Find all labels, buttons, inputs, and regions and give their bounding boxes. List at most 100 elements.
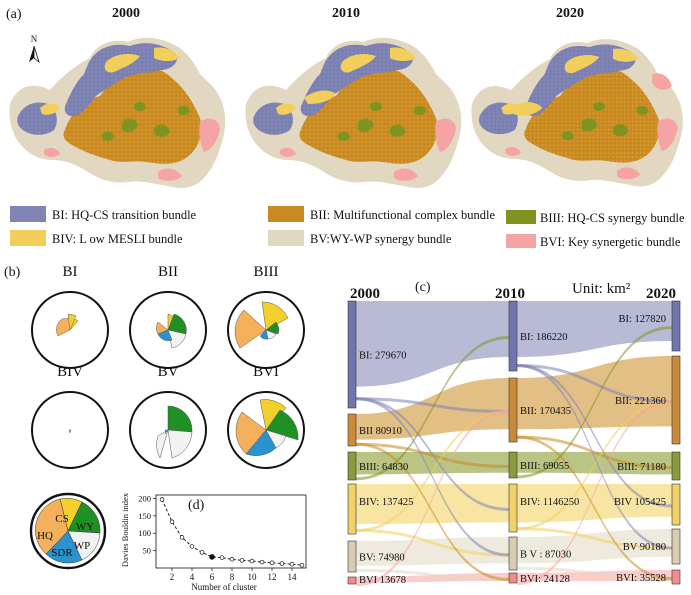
sankey-unit: Unit: km² (572, 281, 631, 297)
sankey-node-label: BVI: 35528 (616, 573, 666, 584)
panel-c-sankey: (c) 2000 2010 2020 Unit: km² BI: 279670B… (347, 280, 681, 587)
dbi-point (269, 560, 275, 566)
key-label-sdr: SDR (51, 547, 73, 559)
x-tick-label: 8 (230, 572, 235, 582)
panel-c-label: (c) (415, 280, 431, 295)
rose-title-bii: BII (158, 264, 178, 280)
dbi-point (249, 558, 255, 564)
key-label-cs: CS (55, 513, 68, 525)
sankey-year-2020: 2020 (646, 286, 676, 302)
sankey-flow-band (517, 452, 672, 475)
dbi-point (179, 535, 185, 540)
sankey-flows (356, 301, 672, 587)
rose-biv (31, 391, 109, 469)
sankey-flow-transfer (517, 364, 672, 550)
sankey-flow-band (517, 484, 672, 523)
rose-bi (31, 291, 109, 369)
sankey-flow-band (356, 484, 509, 524)
dbi-point (279, 561, 285, 566)
panel-b: (b) BI BII BIII BIV BV BVI (4, 264, 305, 570)
north-arrow-icon: N (29, 34, 40, 64)
sankey-flow-band (356, 537, 509, 566)
sankey-flow-transfer (356, 336, 509, 481)
map-year-2010: 2010 (332, 6, 360, 21)
panel-d-frame (155, 494, 307, 569)
dbi-point (189, 544, 195, 549)
sankey-flow-transfer (356, 529, 509, 557)
sankey-node-label: BI: 279670 (359, 351, 407, 362)
sankey-node (508, 300, 518, 372)
sankey-flow-transfer (517, 364, 672, 508)
sankey-node (347, 300, 357, 409)
x-tick-label: 2 (170, 572, 175, 582)
sankey-node (671, 300, 681, 352)
dbi-point (229, 557, 235, 562)
sankey-node (347, 576, 357, 585)
legend-swatch-bi (10, 206, 46, 222)
map-2020 (471, 39, 683, 187)
legend-text-bii: BII: Multifunctional complex bundle (310, 208, 495, 222)
sankey-node-label: BV: 74980 (359, 553, 405, 564)
dbi-point (219, 555, 225, 560)
legend-swatch-biv (10, 230, 46, 246)
sankey-node (671, 569, 681, 585)
rose-title-biii: BIII (254, 264, 279, 280)
sankey-year-2000: 2000 (350, 286, 380, 302)
y-tick-label: 200 (138, 493, 151, 503)
legend-item-biv: BIV: L ow MESLI bundle (10, 230, 183, 246)
dbi-point (169, 519, 175, 525)
legend-swatch-biii (506, 210, 536, 224)
sankey-flow-band (517, 529, 672, 564)
sankey-node (508, 451, 518, 479)
sankey-node (347, 483, 357, 535)
sankey-node (671, 528, 681, 565)
sankey-flow-transfer (356, 442, 509, 581)
y-tick-label: 100 (138, 528, 151, 538)
sankey-node-label: BII: 221360 (615, 396, 666, 407)
sankey-node-label: BVI: 24128 (520, 574, 570, 585)
rose-bv (129, 391, 207, 469)
sankey-node-label: BIV 105425 (614, 497, 666, 508)
panel-d-xlabel: Number of cluster (191, 582, 256, 592)
sankey-node (508, 377, 518, 443)
key-label-hq: HQ (37, 530, 53, 542)
legend-text-biii: BIII: HQ-CS synergy bundle (540, 211, 685, 225)
sankey-flow-band (517, 301, 672, 357)
sankey-flow-transfer (517, 326, 672, 479)
sankey-nodes: BI: 279670 BII 80910 BIII: 64830 BIV: 13742… (347, 300, 681, 586)
y-tick-label: 50 (143, 546, 152, 556)
sankey-node-label: BIII: 69055 (520, 461, 569, 472)
sankey-flow-transfer (356, 568, 509, 581)
x-tick-label: 12 (268, 572, 277, 582)
panel-b-label: (b) (4, 265, 21, 280)
sankey-node (347, 451, 357, 481)
panel-d-axes: 2 4 6 8 10 12 14 50 100 150 200 (138, 493, 307, 582)
sankey-node-label: BIII: 64830 (359, 462, 408, 473)
sankey-node-label: BII: 170435 (520, 406, 571, 417)
panel-d-label: (d) (188, 498, 205, 513)
legend-text-biv: BIV: L ow MESLI bundle (52, 232, 183, 246)
sankey-flow-band (356, 301, 509, 387)
sankey-flow-transfer (356, 397, 509, 413)
key-label-wp: WP (74, 540, 91, 552)
sankey-flow-transfer (517, 527, 672, 550)
dbi-point (209, 554, 215, 560)
panel-a-label: (a) (6, 7, 22, 22)
sankey-flow-transfer (517, 400, 672, 585)
sankey-node-label: BI: 127820 (618, 314, 666, 325)
sankey-flow-transfer (356, 442, 509, 468)
legend-swatch-bv (268, 230, 304, 246)
legend-item-bvi: BVI: Key synergetic bundle (506, 234, 681, 249)
dbi-point (239, 558, 245, 563)
sankey-node-label: B V : 87030 (520, 550, 571, 561)
dbi-point (159, 497, 165, 502)
sankey-node (508, 536, 518, 571)
dbi-point (299, 562, 305, 568)
dbi-line (161, 499, 303, 566)
y-tick-label: 150 (138, 511, 151, 521)
dbi-point (259, 559, 265, 565)
rose-key: CS WY WP SDR HQ (29, 492, 107, 570)
map-2000 (9, 37, 226, 188)
map-year-2000: 2000 (112, 6, 140, 21)
